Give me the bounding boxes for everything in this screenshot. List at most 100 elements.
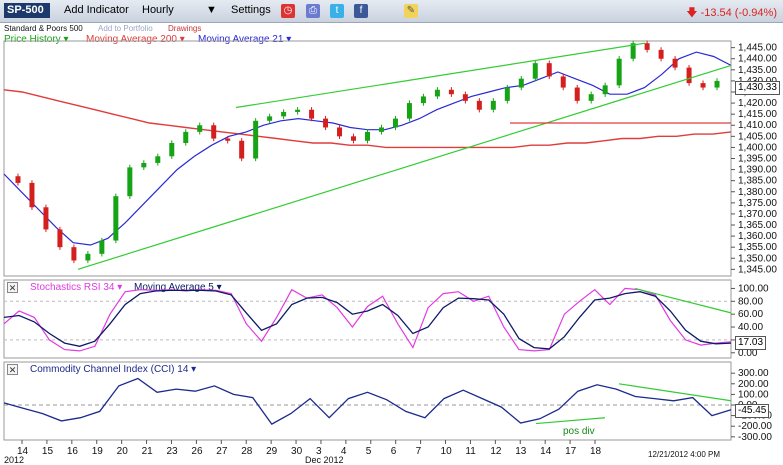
price-candle — [490, 100, 496, 110]
legend-price-history-label: Price History — [4, 34, 61, 45]
cci-axis-tick-label: 100.00 — [738, 389, 769, 400]
price-candle — [602, 85, 608, 95]
note-icon[interactable]: ✎ — [404, 4, 418, 18]
price-axis-tick-label: 1,380.00 — [738, 187, 777, 198]
price-candle — [211, 125, 217, 139]
legend-price-history[interactable]: Price History ▾ — [4, 34, 69, 45]
price-candle — [323, 118, 329, 128]
stoch-axis-tick-label: 80.00 — [738, 296, 763, 307]
trendline-lower — [77, 64, 732, 270]
price-axis-tick-label: 1,370.00 — [738, 209, 777, 220]
instrument-name: Standard & Poors 500 — [4, 24, 83, 33]
price-candle — [504, 87, 510, 101]
month-label: Dec 2012 — [305, 455, 344, 465]
price-candle — [141, 162, 147, 168]
x-axis-label: 13 — [515, 446, 527, 457]
interval-select[interactable]: Hourly — [142, 4, 174, 16]
drawings-link[interactable]: Drawings — [168, 24, 202, 33]
ma200-line — [3, 89, 732, 149]
cci-pos-div-line — [535, 417, 606, 425]
x-axis-label: 12 — [490, 446, 502, 457]
price-axis-tick-label: 1,355.00 — [738, 242, 777, 253]
price-candle — [351, 136, 357, 141]
stoch-divergence-line — [634, 287, 732, 314]
settings-button[interactable]: Settings — [231, 4, 271, 16]
legend-ma200[interactable]: Moving Average 200 ▾ — [86, 34, 185, 45]
price-candle — [518, 78, 524, 88]
stoch-axis-tick-label: 0.00 — [738, 348, 758, 359]
price-candle — [700, 83, 706, 88]
price-axis-tick-label: 1,385.00 — [738, 176, 777, 187]
x-axis-label: 27 — [216, 446, 228, 457]
x-axis-label: 16 — [67, 446, 79, 457]
legend-ma21[interactable]: Moving Average 21 ▾ — [198, 34, 292, 45]
price-candle — [574, 87, 580, 101]
price-candle — [560, 76, 566, 88]
price-candle — [434, 89, 440, 97]
x-axis-label: 18 — [590, 446, 602, 457]
legend-stoch-ma[interactable]: Moving Average 5 ▾ — [134, 282, 222, 293]
interval-label: Hourly — [142, 4, 174, 16]
price-axis-tick-label: 1,395.00 — [738, 154, 777, 165]
price-candle — [281, 111, 287, 117]
cci-line — [3, 377, 732, 425]
price-candle — [644, 43, 650, 50]
x-axis-label: 30 — [291, 446, 303, 457]
price-axis-tick-label: 1,440.00 — [738, 54, 777, 65]
price-candle — [588, 94, 594, 101]
legend-cci[interactable]: Commodity Channel Index (CCI) 14 ▾ — [30, 364, 197, 375]
twitter-icon[interactable]: t — [330, 4, 344, 18]
price-axis-tick-label: 1,345.00 — [738, 264, 777, 275]
x-axis-label: 7 — [416, 446, 422, 457]
legend-stoch-label: Stochastics RSI 34 — [30, 282, 115, 293]
price-candle — [57, 229, 63, 248]
price-candle — [337, 127, 343, 137]
stoch-rsi-line — [3, 287, 732, 352]
x-axis-label: 19 — [92, 446, 104, 457]
print-icon[interactable]: ⎙ — [306, 4, 320, 18]
pane-frame-2 — [3, 279, 732, 359]
pane-frame-1 — [3, 40, 732, 277]
chevron-down-icon[interactable]: ▼ — [206, 4, 217, 16]
legend-stoch-rsi[interactable]: Stochastics RSI 34 ▾ — [30, 282, 123, 293]
price-axis-tick-label: 1,420.00 — [738, 98, 777, 109]
close-cci-pane-icon[interactable]: ✕ — [7, 364, 18, 375]
price-change-value: -13.54 (-0.94%) — [700, 7, 777, 19]
facebook-icon[interactable]: f — [354, 4, 368, 18]
x-axis-label: 6 — [391, 446, 397, 457]
price-candle — [462, 94, 468, 101]
price-candle — [406, 103, 412, 119]
price-candle — [448, 89, 454, 95]
price-axis-tick-label: 1,365.00 — [738, 220, 777, 231]
price-candle — [99, 240, 105, 254]
x-axis-label: 28 — [241, 446, 253, 457]
alarm-clock-icon[interactable]: ◷ — [281, 4, 295, 18]
x-axis-label: 21 — [142, 446, 154, 457]
price-candle — [29, 182, 35, 208]
x-axis-label: 10 — [441, 446, 453, 457]
price-axis-tick-label: 1,390.00 — [738, 165, 777, 176]
x-axis-label: 14 — [17, 446, 29, 457]
stoch-readout: 17.03 — [735, 336, 767, 350]
price-candle — [113, 196, 119, 241]
add-to-portfolio-link[interactable]: Add to Portfolio — [98, 24, 153, 33]
add-indicator-button[interactable]: Add Indicator — [64, 4, 129, 16]
price-candle — [197, 125, 203, 132]
price-readout: 1,430.33 — [735, 81, 780, 95]
pane-frame-3 — [3, 361, 732, 441]
x-axis-label: 3 — [316, 446, 322, 457]
price-axis-tick-label: 1,415.00 — [738, 109, 777, 120]
stoch-axis-tick-label: 60.00 — [738, 309, 763, 320]
price-candle — [71, 247, 77, 261]
symbol-field[interactable]: SP-500 — [4, 3, 50, 18]
close-stoch-pane-icon[interactable]: ✕ — [7, 282, 18, 293]
price-candle — [239, 140, 245, 159]
x-axis-label: 4 — [341, 446, 347, 457]
price-change: 🡇 -13.54 (-0.94%) — [686, 4, 777, 23]
x-axis-label: 17 — [565, 446, 577, 457]
price-candle — [309, 109, 315, 119]
cci-readout: -45.45 — [735, 404, 770, 418]
price-axis-tick-label: 1,445.00 — [738, 43, 777, 54]
